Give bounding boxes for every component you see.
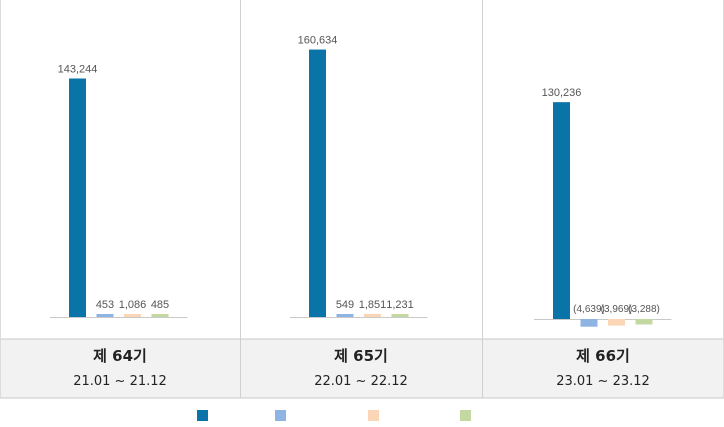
value-label-p1-s3: 1,086 <box>119 299 147 311</box>
period-range-1: 21.01 ~ 21.12 <box>73 374 167 389</box>
bar-p1-s4 <box>151 314 169 317</box>
bar-p1-s3 <box>124 314 141 317</box>
legend-swatch-4 <box>460 410 471 421</box>
value-label-p1-s1: 143,244 <box>58 63 98 75</box>
bar-p2-s3 <box>364 313 381 317</box>
value-label-p2-s2: 549 <box>336 299 354 311</box>
value-label-p2-s1: 160,634 <box>298 35 338 47</box>
bar-p2-s4 <box>391 314 409 317</box>
plot-area-bg <box>0 0 724 339</box>
bar-p2-s2 <box>336 314 354 317</box>
value-label-p3-s2: (4,639) <box>573 304 605 315</box>
period-range-2: 22.01 ~ 22.12 <box>314 374 408 389</box>
period-title-1: 제 64기 <box>93 347 147 365</box>
bar-p2-s1 <box>309 49 326 317</box>
bar-p1-s2 <box>96 314 114 317</box>
period-footer-bg <box>0 339 724 398</box>
bar-p3-s4 <box>635 319 653 325</box>
legend-swatch-2 <box>275 410 286 421</box>
bar-p1-s1 <box>69 78 86 317</box>
bar-p3-s1 <box>553 102 570 319</box>
value-label-p2-s4: 1,231 <box>386 299 414 311</box>
period-title-3: 제 66기 <box>576 347 630 365</box>
value-label-p1-s2: 453 <box>96 299 114 311</box>
value-label-p1-s4: 485 <box>151 299 169 311</box>
period-title-2: 제 65기 <box>334 347 388 365</box>
period-range-3: 23.01 ~ 23.12 <box>556 374 650 389</box>
value-label-p2-s3: 1,851 <box>359 299 387 311</box>
value-label-p3-s4: (3,288) <box>628 304 660 315</box>
bar-p3-s2 <box>580 319 598 327</box>
value-label-p3-s1: 130,236 <box>542 87 582 99</box>
value-label-p3-s3: (3,969) <box>601 304 633 315</box>
legend-swatch-1 <box>197 410 208 421</box>
bar-p3-s3 <box>608 319 625 326</box>
legend-swatch-3 <box>368 410 379 421</box>
